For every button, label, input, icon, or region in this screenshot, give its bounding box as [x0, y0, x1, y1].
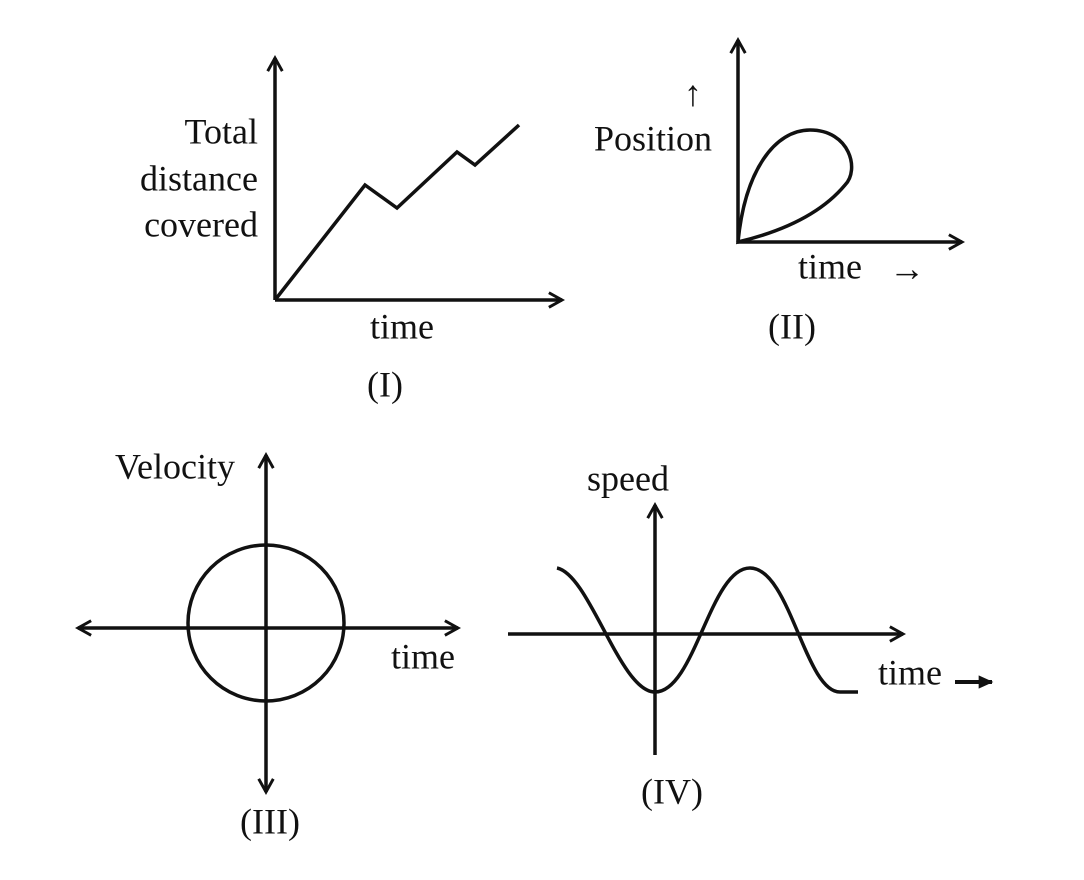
y-label: covered [144, 204, 258, 244]
caption: (II) [768, 306, 816, 346]
curve [273, 123, 521, 302]
y-arrow: ↑ [684, 73, 702, 113]
caption: (I) [367, 364, 403, 404]
curve [556, 566, 858, 694]
x-label: time [391, 636, 455, 676]
y-label: Position [594, 118, 712, 158]
panel-1: Total distance covered time (I) [140, 58, 562, 404]
x-label: time [798, 246, 862, 286]
panel-4: speed time (IV) [508, 458, 994, 811]
panel-2: ↑ Position time → (II) [594, 40, 962, 346]
y-label: distance [140, 158, 258, 198]
caption: (IV) [641, 771, 703, 811]
caption: (III) [240, 801, 300, 841]
x-label: time [370, 306, 434, 346]
x-arrow: → [889, 248, 925, 288]
x-label: time [878, 652, 942, 692]
y-label: Velocity [115, 446, 235, 486]
y-label: speed [587, 458, 669, 498]
panel-3: Velocity time (III) [78, 446, 458, 841]
curve [736, 128, 854, 245]
y-label: Total [185, 111, 258, 151]
curve [186, 543, 346, 703]
